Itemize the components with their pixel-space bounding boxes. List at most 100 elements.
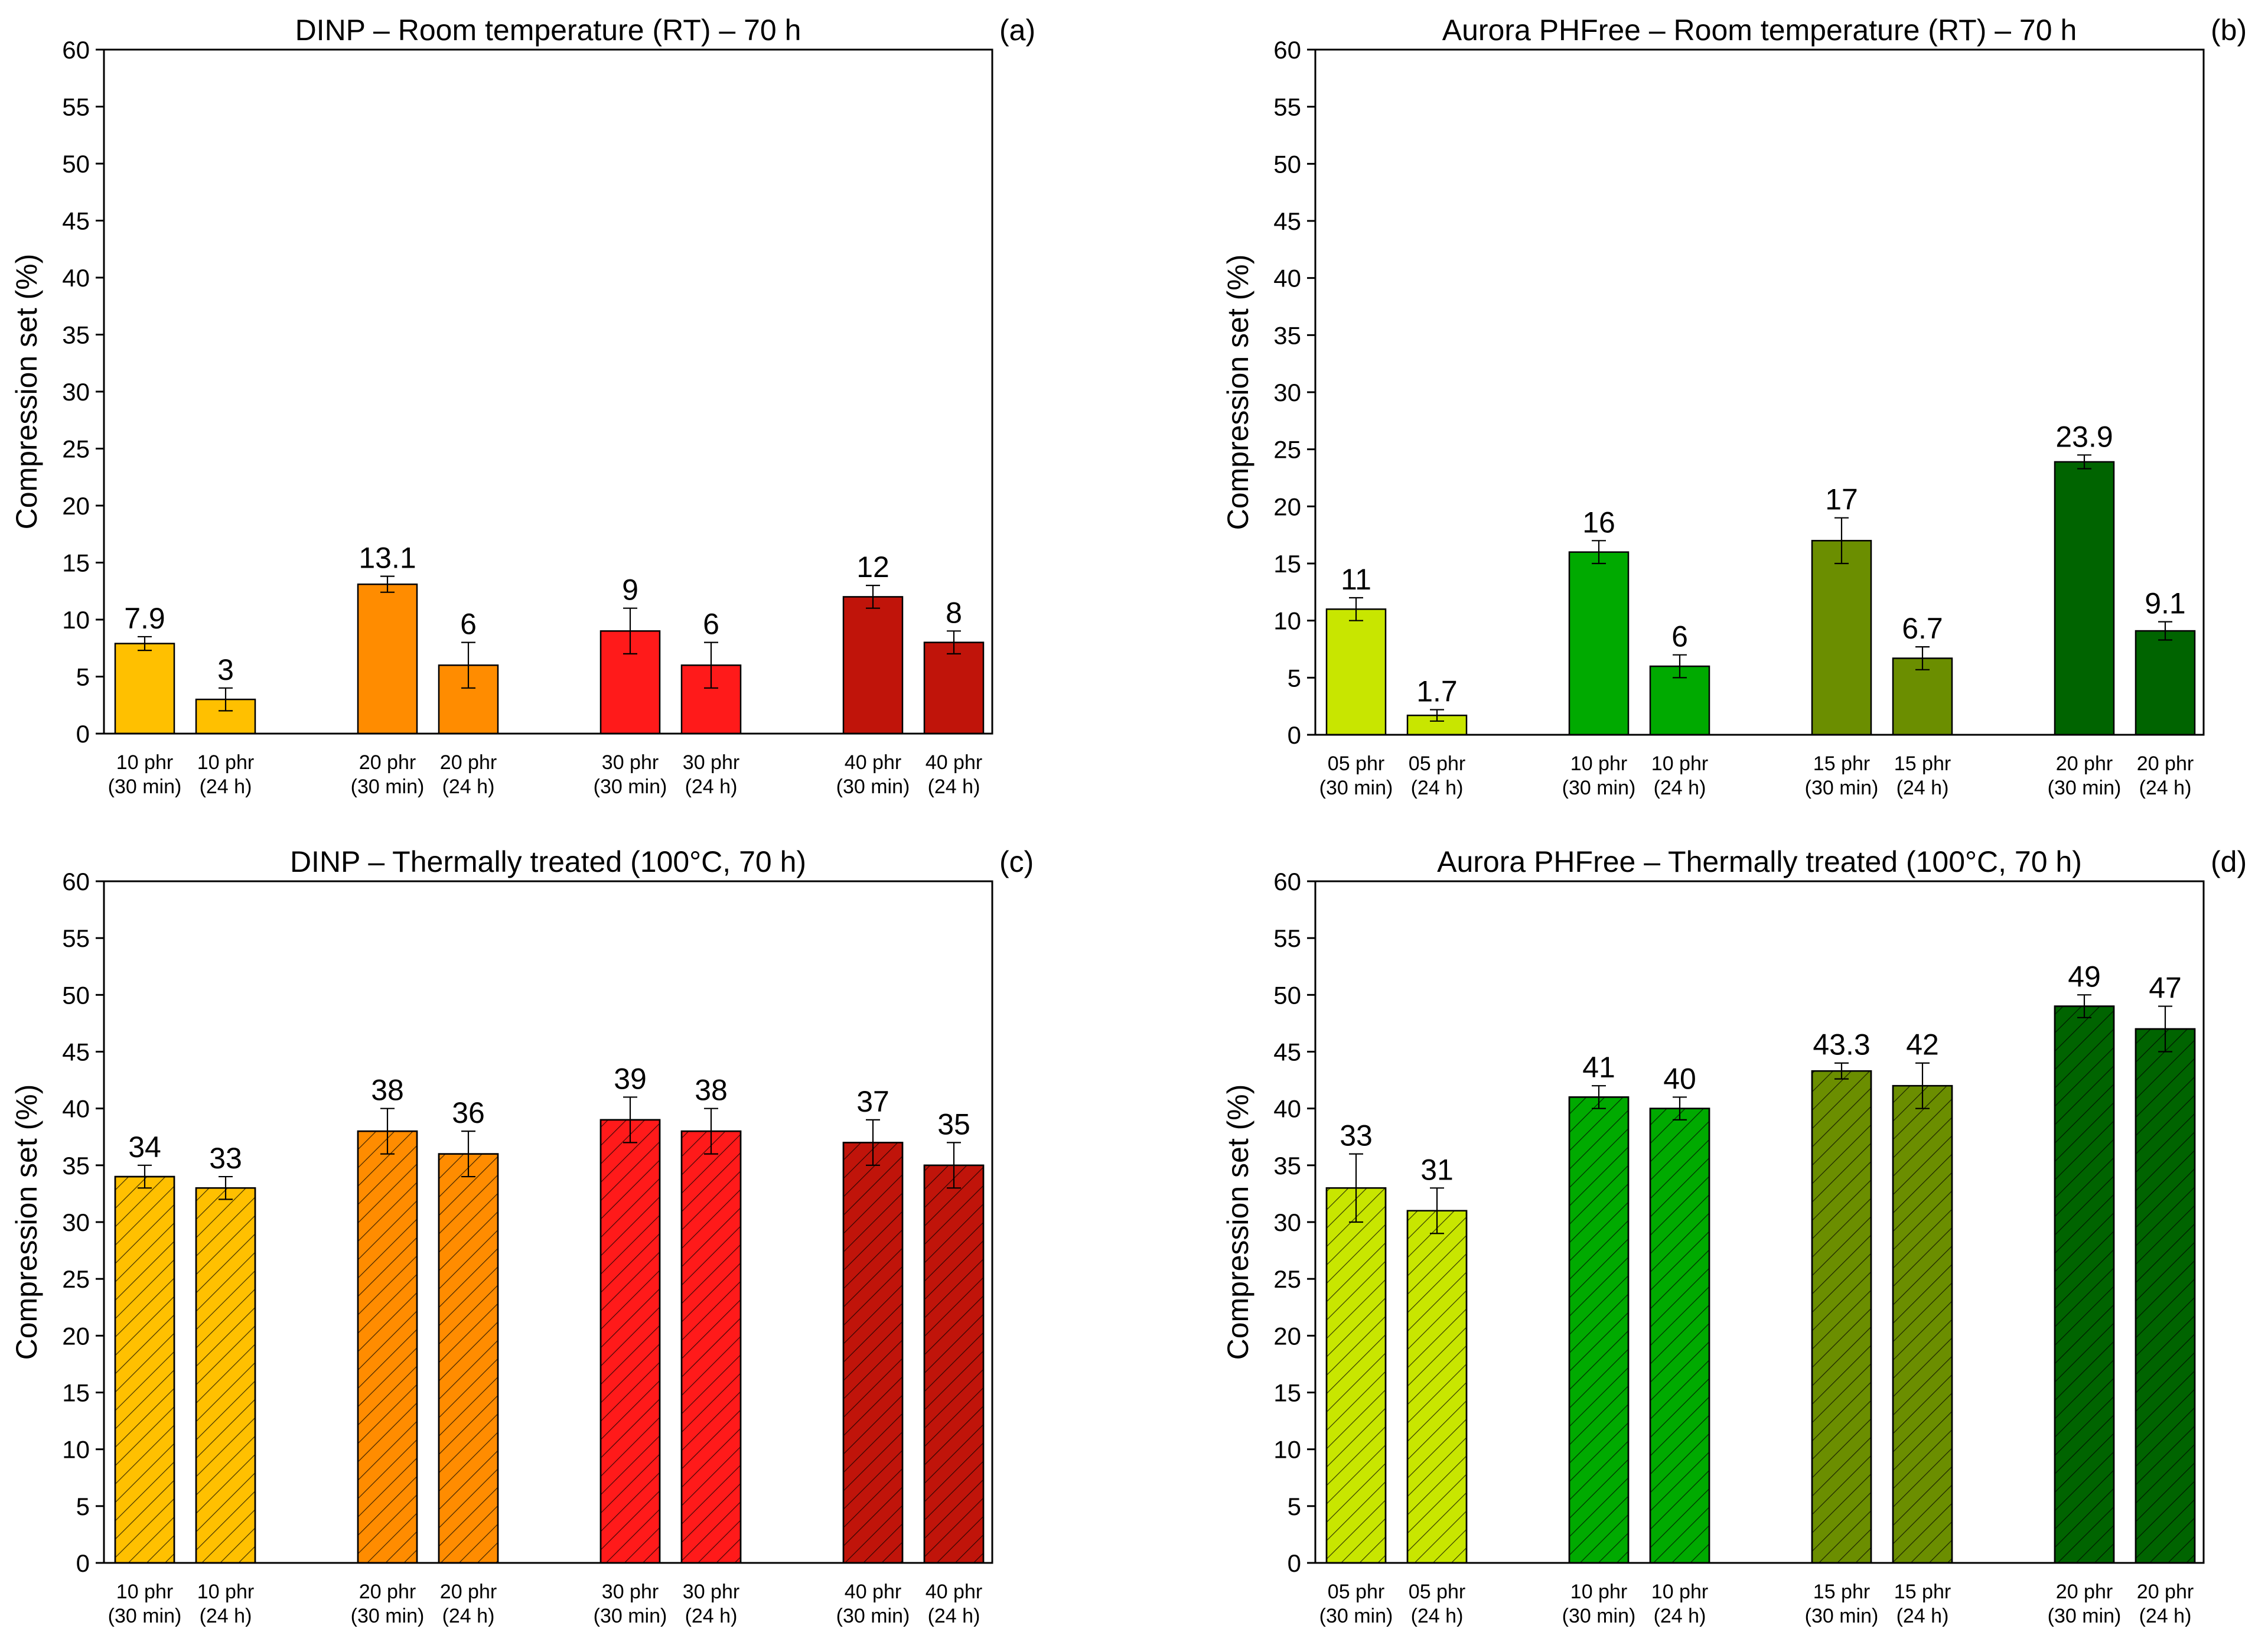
y-tick-label: 20: [62, 492, 90, 520]
x-tick-label-sub: (24 h): [1654, 777, 1706, 799]
y-tick-label: 35: [62, 321, 90, 349]
bar-value-label: 33: [209, 1142, 242, 1175]
x-tick-label-sub: (24 h): [928, 776, 980, 798]
x-tick-label-sub: (30 min): [351, 776, 425, 798]
y-axis-label: Compression set (%): [1221, 1084, 1254, 1360]
bar-value-label: 3: [217, 653, 234, 686]
bar-value-label: 36: [452, 1096, 485, 1129]
x-tick-label-sub: (24 h): [1896, 777, 1949, 799]
y-tick-label: 50: [1273, 981, 1301, 1009]
y-tick-label: 55: [62, 924, 90, 952]
x-tick-label: 10 phr: [116, 751, 173, 774]
x-tick-label: 20 phr: [2056, 753, 2113, 775]
bar-value-label: 38: [371, 1074, 404, 1107]
x-tick-label-sub: (30 min): [1319, 777, 1393, 799]
bar-hatch: [1649, 1107, 1710, 1564]
x-tick-label-sub: (30 min): [2048, 1605, 2122, 1627]
y-tick-label: 5: [1288, 1493, 1301, 1520]
bar-hatch: [680, 1130, 742, 1564]
bar-value-label: 37: [856, 1085, 889, 1118]
x-tick-label-sub: (24 h): [685, 1605, 738, 1627]
y-tick-label: 55: [1273, 93, 1301, 121]
bar-value-label: 34: [128, 1131, 161, 1164]
y-tick-label: 15: [1273, 550, 1301, 578]
y-tick-label: 55: [1273, 924, 1301, 952]
bar-hatch: [1892, 1084, 1953, 1564]
y-tick-label: 35: [1273, 1152, 1301, 1180]
bar-value-label: 42: [1906, 1028, 1939, 1061]
x-tick-label: 40 phr: [926, 1581, 982, 1603]
x-tick-label: 20 phr: [359, 1581, 416, 1603]
bar-value-label: 11: [1341, 563, 1371, 596]
x-tick-label: 30 phr: [602, 751, 659, 774]
y-tick-label: 25: [62, 1265, 90, 1293]
y-axis-label: Compression set (%): [10, 1084, 43, 1360]
bar: [357, 583, 418, 735]
y-tick-label: 45: [1273, 207, 1301, 235]
bar: [923, 641, 985, 735]
bar: [2054, 461, 2115, 736]
x-tick-label: 20 phr: [440, 1581, 497, 1603]
chart-panel-d: Aurora PHFree – Thermally treated (100°C…: [1221, 845, 2247, 1627]
bar: [1325, 608, 1387, 736]
y-tick-label: 10: [62, 606, 90, 634]
bar-value-label: 39: [614, 1062, 647, 1095]
bar-value-label: 23.9: [2055, 420, 2113, 453]
bar-value-label: 1.7: [1416, 675, 1458, 708]
bar-value-label: 38: [695, 1074, 728, 1107]
bar-hatch: [1568, 1096, 1630, 1564]
x-tick-label-sub: (24 h): [685, 776, 738, 798]
panel-label: (b): [2211, 14, 2247, 47]
x-tick-label: 20 phr: [2137, 1581, 2194, 1603]
x-tick-label: 15 phr: [1813, 753, 1870, 775]
y-tick-label: 50: [62, 150, 90, 178]
bar: [842, 596, 904, 735]
bar-hatch: [357, 1130, 418, 1564]
y-tick-label: 15: [62, 1379, 90, 1407]
bar-hatch: [1406, 1210, 1468, 1564]
x-tick-label-sub: (24 h): [2139, 777, 2192, 799]
x-tick-label: 10 phr: [1651, 753, 1708, 775]
y-tick-label: 30: [1273, 379, 1301, 406]
x-tick-label: 30 phr: [602, 1581, 659, 1603]
chart-panel-a: DINP – Room temperature (RT) – 70 h (a) Co…: [10, 14, 1035, 798]
y-tick-label: 35: [62, 1152, 90, 1180]
x-tick-label-sub: (30 min): [594, 776, 667, 798]
bar-value-label: 7.9: [124, 602, 165, 635]
bar-hatch: [438, 1153, 499, 1564]
bar-hatch: [842, 1142, 904, 1564]
y-tick-label: 40: [62, 1095, 90, 1123]
plot-frame: [1314, 880, 2205, 1564]
chart-title: DINP – Thermally treated (100°C, 70 h): [290, 845, 806, 878]
bar: [1811, 540, 1872, 736]
x-tick-label: 05 phr: [1328, 1581, 1384, 1603]
y-tick-label: 45: [62, 207, 90, 235]
bar-hatch: [599, 1119, 661, 1564]
bar-value-label: 13.1: [359, 542, 416, 575]
chart-title: Aurora PHFree – Room temperature (RT) – …: [1442, 14, 2077, 47]
y-tick-label: 25: [62, 435, 90, 463]
plot-frame: [103, 48, 993, 735]
y-tick-label: 10: [62, 1436, 90, 1464]
x-tick-label: 05 phr: [1328, 753, 1384, 775]
y-tick-label: 5: [1288, 664, 1301, 692]
x-tick-label: 15 phr: [1894, 753, 1951, 775]
x-tick-label-sub: (30 min): [836, 776, 910, 798]
bar: [2135, 630, 2196, 736]
bar-value-label: 49: [2068, 960, 2101, 993]
x-tick-label-sub: (30 min): [1805, 777, 1879, 799]
x-tick-label-sub: (24 h): [928, 1605, 980, 1627]
x-tick-label: 30 phr: [683, 751, 739, 774]
bar-value-label: 9.1: [2145, 587, 2186, 620]
x-tick-label: 15 phr: [1813, 1581, 1870, 1603]
y-tick-label: 50: [1273, 150, 1301, 178]
bar-hatch: [2135, 1028, 2196, 1564]
bar-value-label: 6: [1671, 620, 1688, 653]
y-tick-label: 60: [1273, 868, 1301, 895]
y-tick-label: 40: [1273, 265, 1301, 292]
bar-hatch: [1325, 1187, 1387, 1564]
x-tick-label: 20 phr: [440, 751, 497, 774]
y-tick-label: 15: [62, 549, 90, 577]
bar-value-label: 6.7: [1902, 612, 1943, 645]
y-tick-label: 25: [1273, 1265, 1301, 1293]
